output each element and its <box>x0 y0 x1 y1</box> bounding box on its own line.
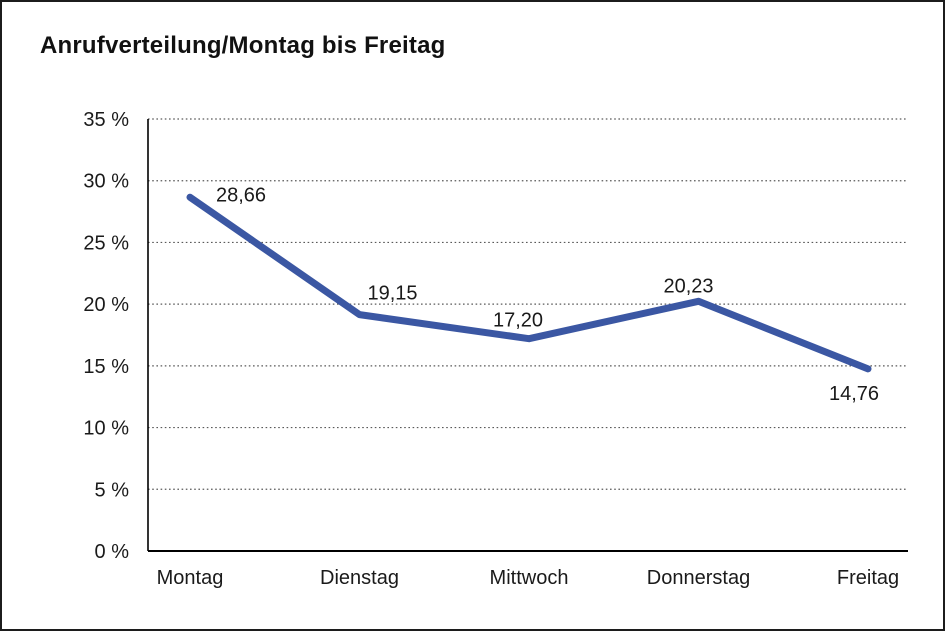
y-tick-label: 0 % <box>95 541 130 563</box>
chart-title: Anrufverteilung/Montag bis Freitag <box>40 32 446 59</box>
x-axis-label: Mittwoch <box>490 567 569 589</box>
data-point-label: 17,20 <box>493 310 543 332</box>
x-axis-label: Donnerstag <box>647 567 750 589</box>
y-tick-label: 10 % <box>83 418 129 440</box>
y-tick-label: 30 % <box>83 171 129 193</box>
series-line <box>186 193 872 373</box>
y-tick-label: 25 % <box>83 232 129 254</box>
data-point-label: 20,23 <box>663 275 713 297</box>
y-tick-label: 5 % <box>95 479 130 501</box>
data-point-label: 19,15 <box>367 283 417 305</box>
x-axis-label: Dienstag <box>320 567 399 589</box>
data-point-label: 14,76 <box>829 383 879 405</box>
x-axis-label: Montag <box>157 567 224 589</box>
y-tick-label: 35 % <box>83 109 129 131</box>
data-point-label: 28,66 <box>216 184 266 206</box>
y-tick-label: 20 % <box>83 294 129 316</box>
x-axis-label: Freitag <box>837 567 899 589</box>
y-tick-label: 15 % <box>83 356 129 378</box>
